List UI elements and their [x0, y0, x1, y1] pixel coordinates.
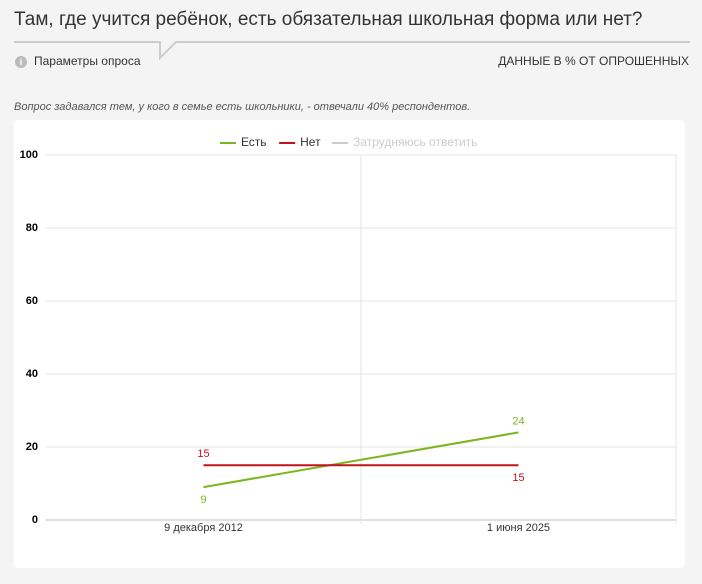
x-tick-label: 1 июня 2025 [487, 522, 550, 534]
y-tick-label: 100 [20, 149, 38, 161]
divider [14, 41, 690, 61]
data-label: 15 [512, 472, 524, 484]
legend-label[interactable]: Затрудняюсь ответить [353, 135, 477, 149]
y-tick-label: 40 [26, 368, 38, 380]
info-icon-glyph: i [20, 57, 23, 67]
info-icon[interactable] [15, 56, 27, 68]
legend-label[interactable]: Есть [241, 135, 267, 149]
y-tick-label: 20 [26, 441, 38, 453]
chart-panel [14, 120, 685, 568]
data-label: 15 [197, 448, 209, 460]
data-label: 9 [200, 494, 206, 506]
units-label: ДАННЫЕ В % ОТ ОПРОШЕННЫХ [498, 54, 689, 68]
data-label: 24 [512, 415, 524, 427]
series-line [203, 431, 519, 489]
params-link[interactable]: Параметры опроса [34, 54, 141, 68]
y-tick-label: 60 [26, 295, 38, 307]
x-tick-label: 9 декабря 2012 [164, 522, 243, 534]
y-tick-label: 80 [26, 222, 38, 234]
legend-label[interactable]: Нет [300, 135, 321, 149]
title: Там, где учится ребёнок, есть обязательн… [14, 9, 642, 30]
note: Вопрос задавался тем, у кого в семье ест… [14, 101, 470, 113]
y-tick-label: 0 [32, 514, 38, 526]
